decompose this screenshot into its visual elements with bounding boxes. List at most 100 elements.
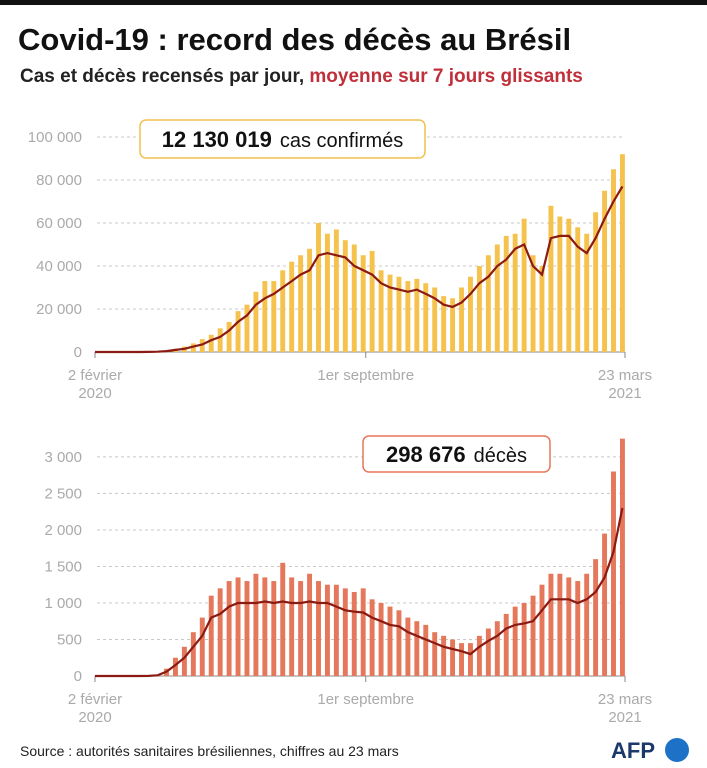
bar [432,287,438,352]
bar [530,595,536,676]
bar [485,255,491,352]
bar [324,584,330,676]
bar [611,169,616,352]
bar [602,533,608,676]
bar [262,577,268,676]
logo: AFP [611,738,655,763]
bar [566,218,572,352]
bar [262,281,268,352]
annotation-value: 12 130 019 [162,127,272,152]
subtitle-text: Cas et décès recensés par jour, [20,66,304,87]
annotation-value: 298 676 [386,442,466,467]
bar [396,276,402,352]
bar [539,584,545,676]
x-tick-label: 23 mars 2021 [598,691,652,726]
bar [271,281,277,352]
subtitle: Cas et décès recensés par jour, moyenne … [20,66,583,87]
average-line [95,185,624,354]
bar [494,244,500,352]
x-tick-label: 2 février 2020 [68,367,122,402]
bar [405,617,411,676]
y-tick-label: 2 500 [44,485,82,502]
bar [280,562,286,676]
y-tick-label: 40 000 [36,258,82,275]
bar [253,573,259,676]
x-tick-line: 2020 [78,709,111,726]
bar [548,573,554,676]
bar [298,255,304,352]
logo-dot [665,738,689,762]
bar [360,255,366,352]
bar [199,617,205,676]
x-tick-line: 1er septembre [317,691,414,708]
annotation: 12 130 019 cas confirmés [162,127,403,152]
bar [476,266,482,352]
bar [512,233,518,352]
bar [369,250,375,352]
bar [441,296,447,352]
bar [619,438,625,676]
y-tick-label: 20 000 [36,301,82,318]
bar [566,577,572,676]
bar [351,592,357,676]
bar [360,588,366,676]
annotation-label: décès [474,445,527,467]
bar [468,643,473,676]
bar [208,334,214,352]
bar [557,573,563,676]
bar [584,573,590,676]
top-rule [0,0,707,5]
x-tick-line: 23 mars [598,691,652,708]
y-tick-label: 80 000 [36,172,82,189]
bar [217,588,223,676]
bar [459,643,464,676]
x-tick-line: 2 février [68,691,122,708]
bar [378,602,384,676]
x-tick-line: 2021 [608,385,641,402]
y-tick-label: 60 000 [36,215,82,232]
bar [316,223,321,352]
bar [512,606,518,676]
bar [503,613,509,676]
bar [557,216,563,352]
bar [298,581,304,676]
x-tick-line: 1er septembre [317,367,414,384]
bar [387,606,393,676]
x-tick-label: 1er septembre [317,691,414,708]
bar [396,610,402,676]
bar [485,628,491,676]
bar [521,218,527,352]
bar [307,248,313,352]
bar [226,581,232,676]
bar [387,274,393,352]
bar [316,581,321,676]
bar [235,311,241,352]
y-tick-label: 1 000 [44,595,82,612]
bar [342,588,348,676]
bar [423,283,429,352]
y-tick-label: 1 500 [44,558,82,575]
bar [324,233,330,352]
bar [602,190,608,352]
annotation: 298 676 décès [386,442,527,467]
x-tick-line: 2021 [608,709,641,726]
y-tick-label: 3 000 [44,449,82,466]
bar [342,240,348,352]
annotation-box [139,119,426,159]
title: Covid-19 : record des décès au Brésil [18,22,571,57]
y-tick-label: 2 000 [44,522,82,539]
bar [289,577,295,676]
bar [476,635,482,676]
bar [521,602,527,676]
bar [539,266,545,352]
bar [575,581,581,676]
x-tick-line: 2 février [68,367,122,384]
bar [208,595,214,676]
bar [548,205,554,352]
bar [333,229,339,352]
bar [494,621,500,676]
x-tick-label: 1er septembre [317,367,414,384]
bar [584,233,590,352]
bar [369,599,375,676]
